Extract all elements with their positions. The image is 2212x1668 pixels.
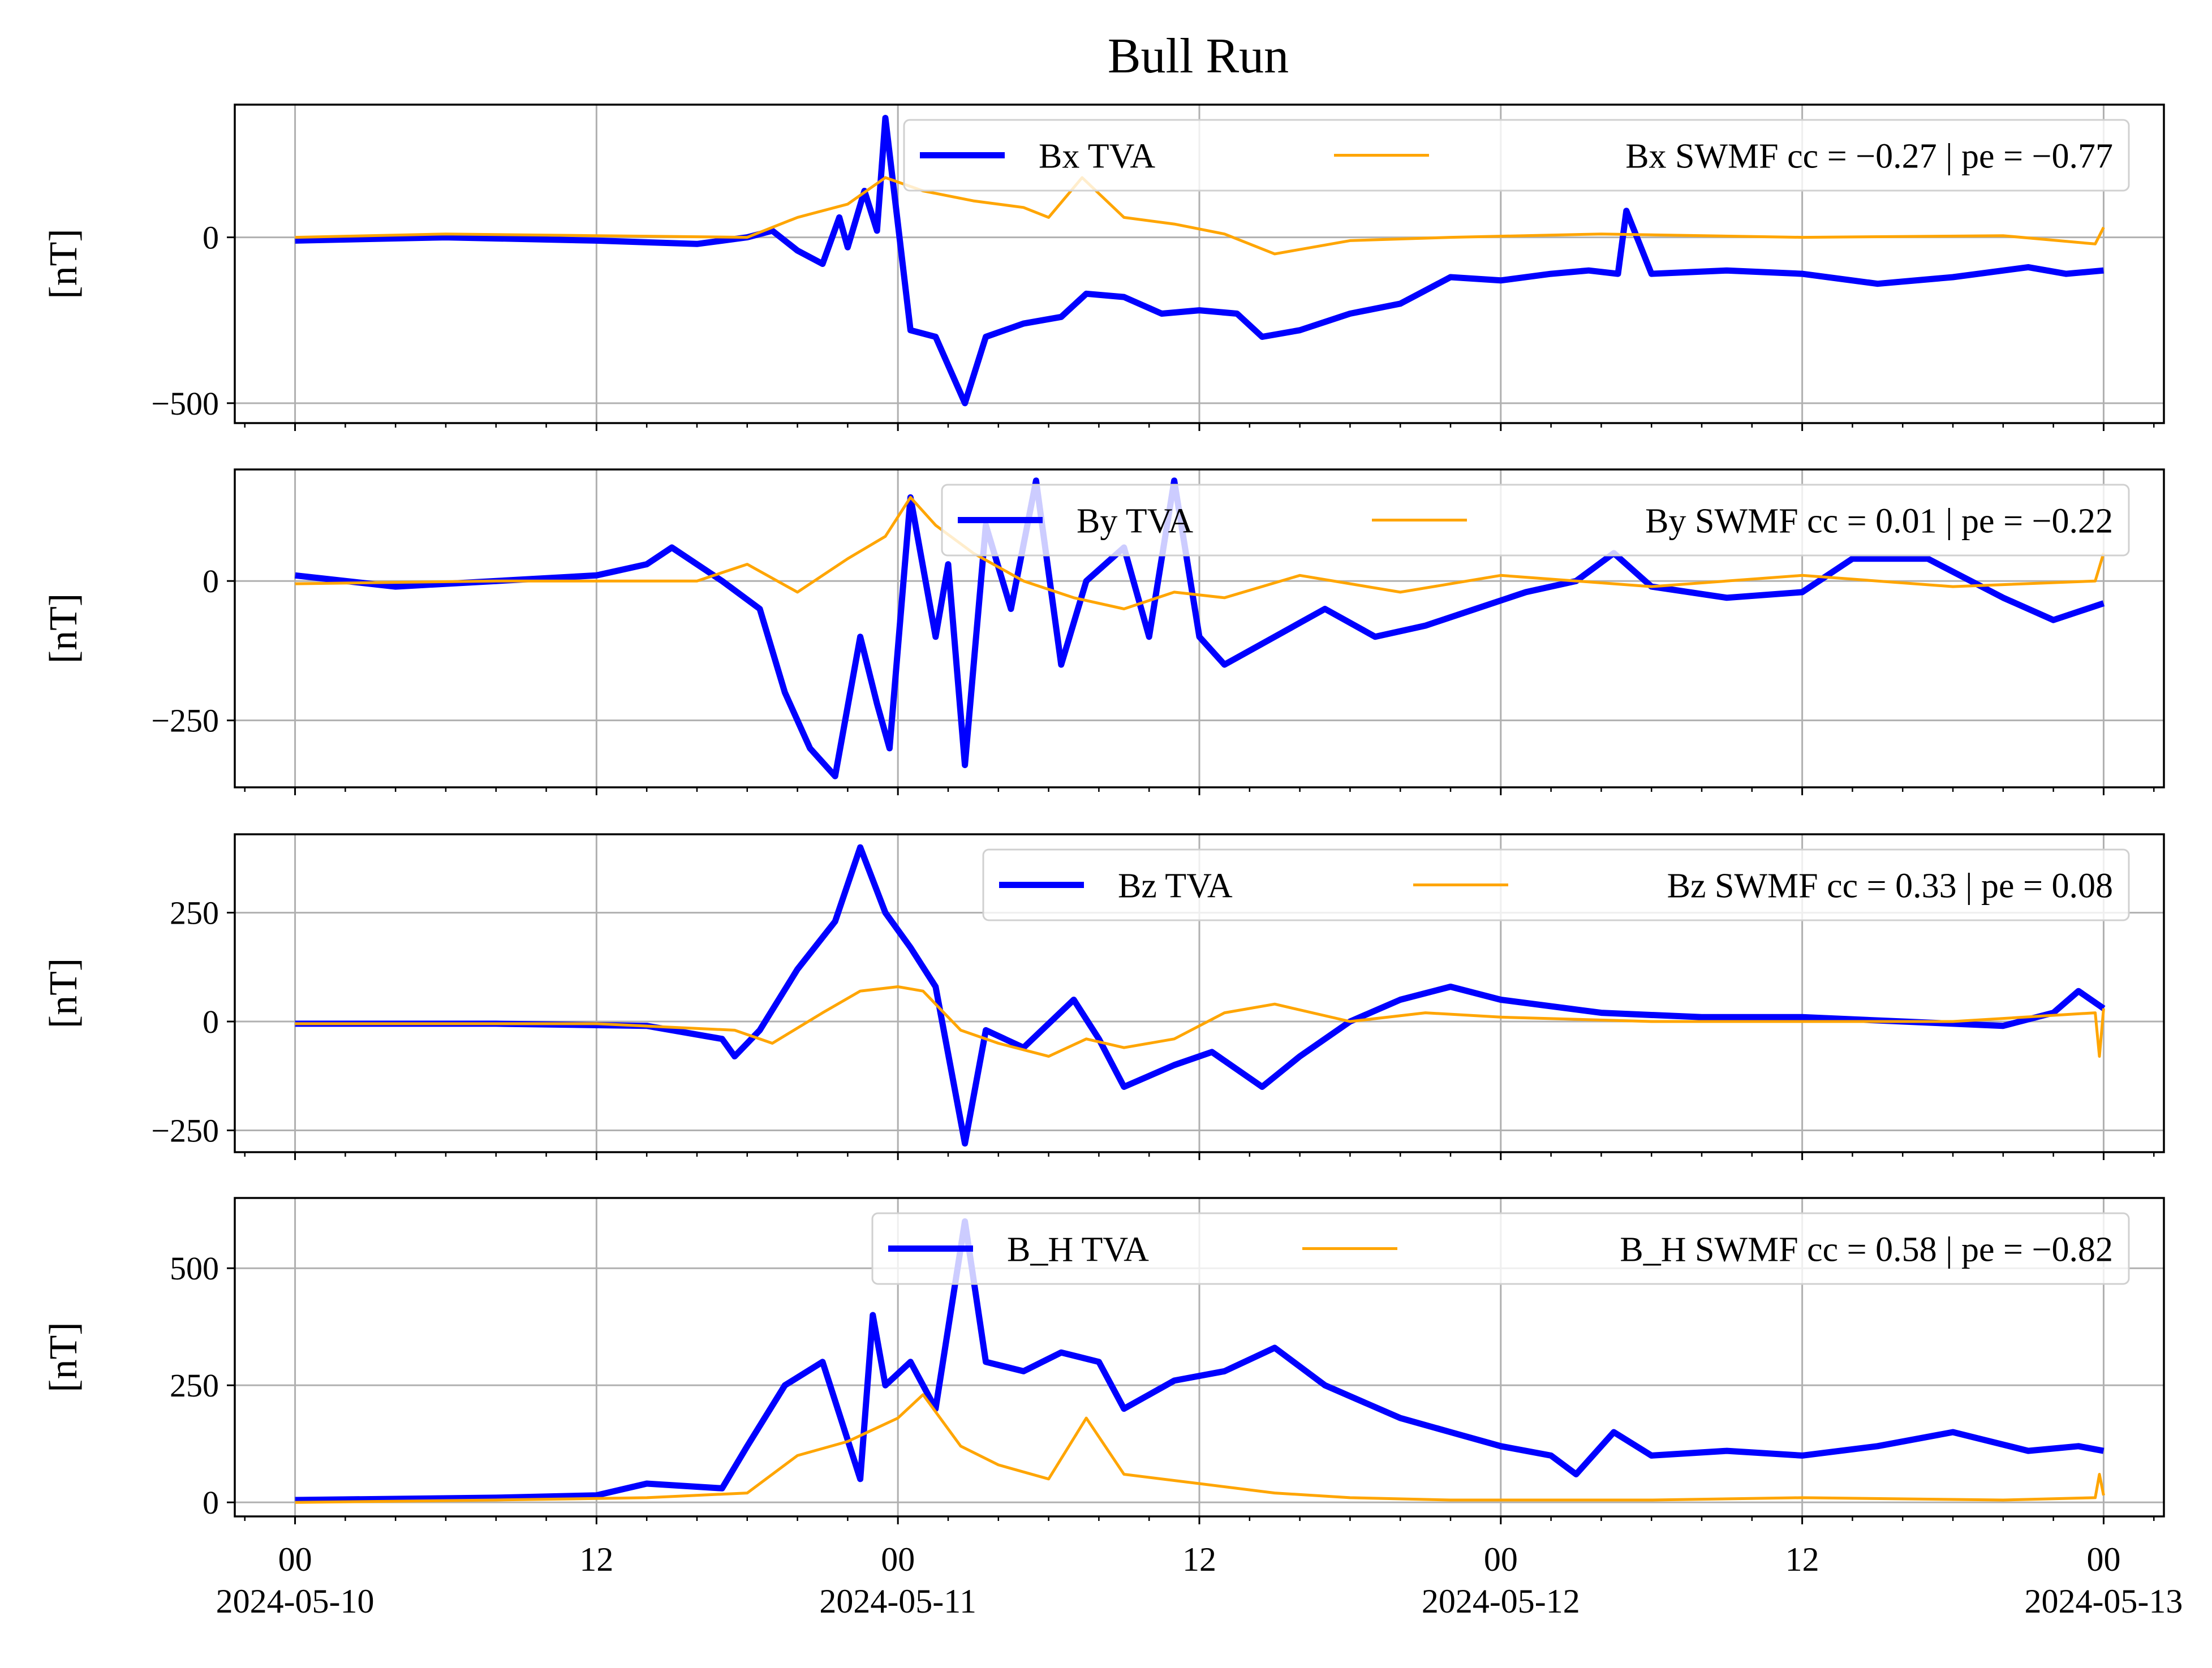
- legend: B_H TVA B_H SWMF cc = 0.58 | pe = −0.82: [871, 1212, 2130, 1285]
- legend-label-swmf: Bx SWMF cc = −0.27 | pe = −0.77: [1625, 137, 2113, 176]
- x-tick-label: 12: [1182, 1541, 1216, 1578]
- y-tick-label: 0: [203, 1003, 219, 1040]
- y-tick-label: 250: [170, 1367, 219, 1404]
- y-axis-label: [nT]: [42, 229, 85, 299]
- y-tick-label: 0: [203, 1484, 219, 1521]
- legend-label-tva: By TVA: [1077, 502, 1193, 541]
- y-axis-label: [nT]: [42, 1322, 85, 1392]
- tva-series-line: [295, 844, 2106, 1147]
- legend: Bz TVA Bz SWMF cc = 0.33 | pe = 0.08: [982, 848, 2130, 921]
- tva-series-line: [295, 1218, 2105, 1503]
- legend-label-tva: B_H TVA: [1007, 1231, 1149, 1269]
- y-axis-label: [nT]: [42, 593, 85, 663]
- panel-2: 0 −250 [nT] By TVA By SWMF cc = 0.01 | pe = …: [42, 468, 2165, 795]
- x-date-label: 2024-05-10: [216, 1583, 375, 1620]
- legend-label-tva: Bz TVA: [1118, 867, 1233, 906]
- x-tick-label: 00: [2086, 1541, 2120, 1578]
- swmf-series-line: [295, 495, 2105, 610]
- legend-box: [982, 848, 2130, 921]
- plot-frame: [234, 468, 2165, 788]
- x-tick-label: 00: [881, 1541, 915, 1578]
- legend-box: [871, 1212, 2130, 1285]
- legend-label-swmf: B_H SWMF cc = 0.58 | pe = −0.82: [1620, 1231, 2113, 1269]
- x-tick-label: 12: [579, 1541, 613, 1578]
- y-tick-label: 250: [170, 895, 219, 932]
- panel-4: 00 2024-05-10 12 00 2024-05-11 12 00 2024-05-12…: [42, 1197, 2183, 1620]
- plot-frame: [234, 833, 2165, 1153]
- y-tick-label: 500: [170, 1250, 219, 1287]
- swmf-series-line: [295, 985, 2105, 1058]
- y-tick-label: 0: [203, 219, 219, 256]
- tva-series-line: [295, 115, 2104, 407]
- y-axis-label: [nT]: [42, 958, 85, 1028]
- legend-label-swmf: By SWMF cc = 0.01 | pe = −0.22: [1645, 502, 2113, 541]
- tva-series-line: [294, 477, 2105, 779]
- swmf-series-line: [295, 1393, 2105, 1504]
- panel-1: 0 −500 [nT] Bx TVA Bx SWMF cc = −0.27 | pe =…: [42, 104, 2165, 431]
- legend-label-swmf: Bz SWMF cc = 0.33 | pe = 0.08: [1667, 867, 2113, 906]
- legend-box: [903, 119, 2130, 192]
- plot-frame: [234, 1197, 2165, 1518]
- y-tick-label: −250: [151, 702, 219, 739]
- legend: By TVA By SWMF cc = 0.01 | pe = −0.22: [941, 484, 2130, 557]
- panel-3: 250 0 −250 [nT] Bz TVA Bz SWMF cc = 0.33 | pe…: [42, 833, 2165, 1160]
- y-tick-label: −250: [151, 1113, 219, 1149]
- y-tick-label: −500: [151, 385, 219, 422]
- x-tick-label: 12: [1785, 1541, 1819, 1578]
- legend: Bx TVA Bx SWMF cc = −0.27 | pe = −0.77: [903, 119, 2130, 192]
- x-date-label: 2024-05-11: [819, 1583, 976, 1620]
- x-date-label: 2024-05-12: [1422, 1583, 1580, 1620]
- x-tick-label: 00: [1484, 1541, 1518, 1578]
- x-tick-label: 00: [278, 1541, 312, 1578]
- y-tick-label: 0: [203, 563, 219, 600]
- legend-label-tva: Bx TVA: [1039, 137, 1155, 176]
- panels: 0 −500 [nT] Bx TVA Bx SWMF cc = −0.27 | pe =…: [42, 104, 2183, 1620]
- plot-frame: [234, 104, 2165, 424]
- chart-title: Bull Run: [1108, 29, 1289, 84]
- legend-box: [941, 484, 2130, 557]
- x-date-label: 2024-05-13: [2024, 1583, 2183, 1620]
